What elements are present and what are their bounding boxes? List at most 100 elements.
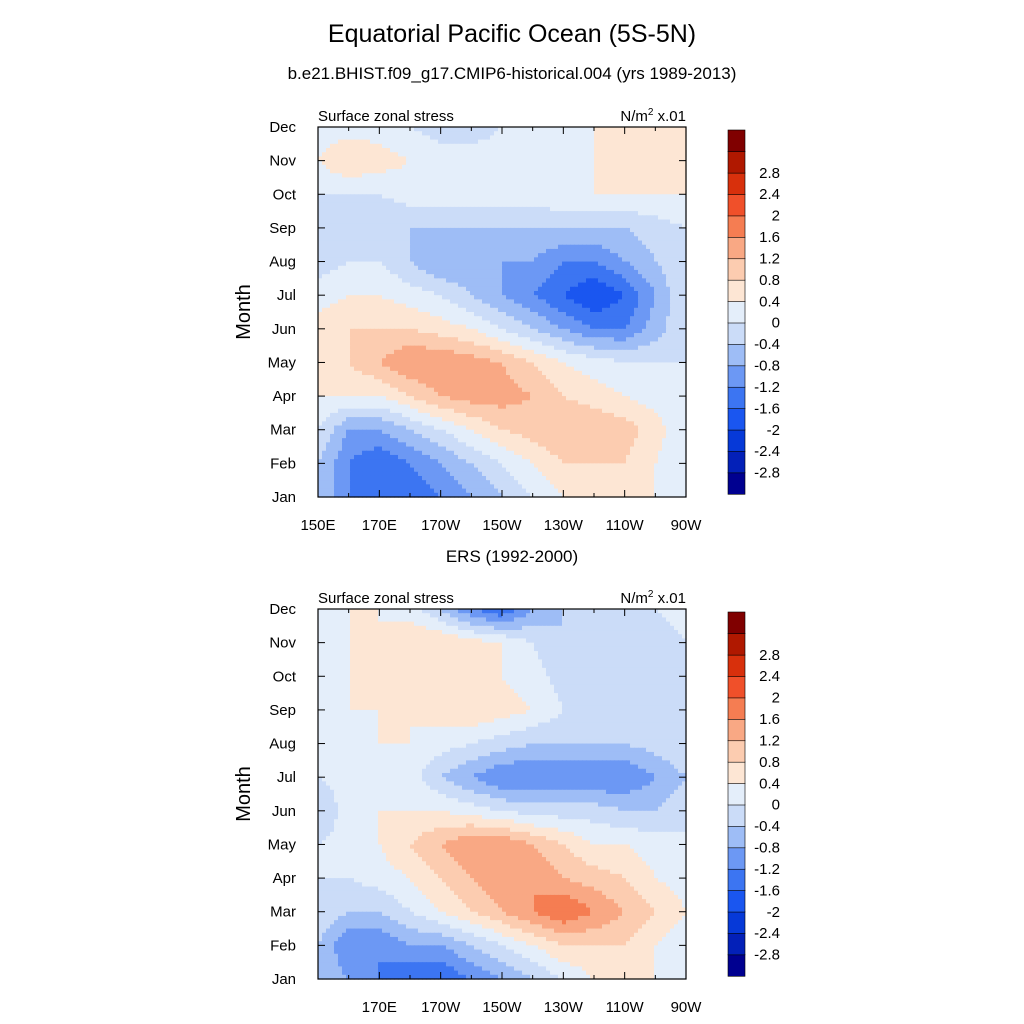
- field-cell: [562, 164, 567, 170]
- field-cell: [558, 219, 563, 225]
- field-cell: [382, 156, 387, 162]
- field-cell: [598, 173, 603, 179]
- field-cell: [598, 349, 603, 355]
- field-cell: [414, 194, 419, 200]
- field-cell: [446, 337, 451, 343]
- field-cell: [538, 244, 543, 250]
- field-cell: [622, 274, 627, 279]
- field-cell: [518, 328, 523, 334]
- field-cell: [442, 173, 447, 179]
- field-cell: [614, 198, 619, 204]
- field-cell: [618, 257, 623, 263]
- field-cell: [678, 257, 683, 263]
- field-cell: [602, 240, 607, 246]
- field-cell: [370, 164, 375, 170]
- field-cell: [582, 190, 587, 195]
- field-cell: [526, 328, 531, 334]
- field-cell: [498, 227, 503, 233]
- field-cell: [354, 244, 359, 250]
- field-cell: [514, 341, 519, 347]
- field-cell: [490, 219, 495, 225]
- field-cell: [410, 337, 415, 343]
- field-cell: [650, 282, 655, 288]
- field-cell: [678, 173, 683, 179]
- field-cell: [638, 206, 643, 212]
- field-cell: [322, 274, 327, 279]
- field-cell: [610, 261, 615, 267]
- field-cell: [662, 345, 667, 351]
- field-cell: [438, 248, 443, 254]
- field-cell: [374, 261, 379, 267]
- field-cell: [318, 135, 323, 141]
- field-cell: [458, 181, 463, 187]
- field-cell: [506, 282, 511, 288]
- field-cell: [646, 227, 651, 233]
- field-cell: [374, 227, 379, 233]
- field-cell: [486, 269, 491, 275]
- field-cell: [570, 295, 575, 300]
- field-cell: [574, 181, 579, 187]
- field-cell: [474, 190, 479, 195]
- field-cell: [570, 248, 575, 254]
- field-cell: [430, 173, 435, 179]
- field-cell: [678, 169, 683, 174]
- field-cell: [346, 152, 351, 158]
- field-cell: [318, 173, 323, 179]
- field-cell: [562, 185, 567, 191]
- field-cell: [390, 185, 395, 191]
- field-cell: [534, 194, 539, 200]
- field-cell: [498, 177, 503, 183]
- field-cell: [402, 286, 407, 292]
- field-cell: [562, 248, 567, 254]
- field-cell: [662, 333, 667, 338]
- field-cell: [666, 253, 671, 258]
- field-cell: [510, 278, 515, 284]
- field-cell: [462, 127, 467, 132]
- field-cell: [590, 274, 595, 279]
- field-cell: [446, 127, 451, 132]
- field-cell: [482, 219, 487, 225]
- field-cell: [678, 181, 683, 187]
- field-cell: [510, 194, 515, 200]
- field-cell: [646, 190, 651, 195]
- field-cell: [546, 349, 551, 355]
- field-cell: [478, 299, 483, 305]
- field-cell: [546, 156, 551, 162]
- field-cell: [458, 135, 463, 141]
- field-cell: [590, 164, 595, 170]
- field-cell: [670, 261, 675, 267]
- field-cell: [670, 152, 675, 158]
- field-cell: [502, 202, 507, 208]
- field-cell: [666, 202, 671, 208]
- field-cell: [430, 257, 435, 263]
- field-cell: [410, 269, 415, 275]
- field-cell: [646, 219, 651, 225]
- field-cell: [542, 169, 547, 174]
- field-cell: [354, 316, 359, 321]
- field-cell: [398, 190, 403, 195]
- field-cell: [538, 202, 543, 208]
- field-cell: [570, 303, 575, 309]
- field-cell: [318, 160, 323, 166]
- field-cell: [498, 185, 503, 191]
- field-cell: [558, 232, 563, 237]
- field-cell: [626, 227, 631, 233]
- field-cell: [642, 299, 647, 305]
- field-cell: [470, 244, 475, 250]
- field-cell: [554, 156, 559, 162]
- field-cell: [506, 316, 511, 321]
- field-cell: [342, 328, 347, 334]
- field-cell: [522, 290, 527, 296]
- field-cell: [442, 202, 447, 208]
- field-cell: [326, 227, 331, 233]
- field-cell: [666, 286, 671, 292]
- field-cell: [422, 232, 427, 237]
- field-cell: [490, 337, 495, 343]
- field-cell: [466, 198, 471, 204]
- field-cell: [598, 248, 603, 254]
- field-cell: [338, 148, 343, 153]
- field-cell: [506, 206, 511, 212]
- field-cell: [546, 219, 551, 225]
- field-cell: [482, 206, 487, 212]
- field-cell: [654, 341, 659, 347]
